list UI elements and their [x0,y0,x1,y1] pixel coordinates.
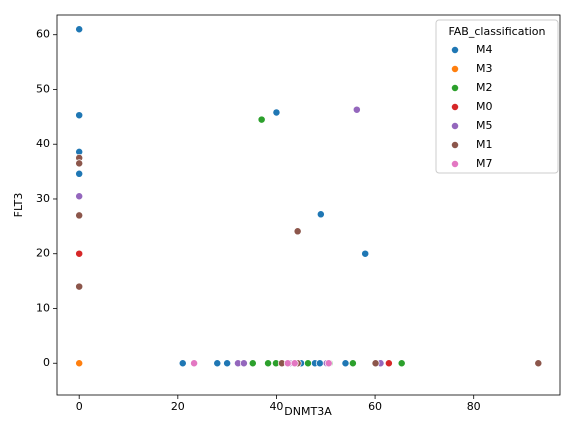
legend-marker [451,103,459,111]
legend-label: M7 [476,157,493,170]
point [397,359,406,368]
point [213,359,222,368]
legend-label: M0 [476,100,493,113]
point [75,249,84,258]
point [315,359,324,368]
y-tick-label: 60 [36,28,50,41]
x-tick-label: 80 [467,400,481,413]
legend-label: M4 [476,43,493,56]
point [534,359,543,368]
point [190,359,199,368]
point [75,282,84,291]
point [75,211,84,220]
x-axis-label: DNMT3A [284,405,332,418]
legend-label: M2 [476,81,493,94]
y-tick-label: 50 [36,82,50,95]
legend-marker [451,84,459,92]
point [316,210,325,219]
point [283,359,292,368]
point [341,359,350,368]
legend-marker [451,160,459,168]
point [384,359,393,368]
point [75,359,84,368]
point [304,359,312,368]
point [248,359,257,368]
point [361,249,370,258]
x-tick-label: 0 [76,400,83,413]
x-tick-label: 20 [171,400,185,413]
y-tick-label: 30 [36,192,50,205]
x-tick-label: 60 [368,400,382,413]
legend-marker [451,46,459,54]
point [272,108,281,117]
point [324,359,333,368]
legend-label: M3 [476,62,493,75]
point [239,359,248,368]
point [348,359,357,368]
point [293,227,302,236]
point [223,359,232,368]
y-axis-label: FLT3 [12,193,25,218]
legend-box [435,19,559,174]
point [257,115,266,124]
point [75,192,84,201]
legend-marker [451,122,459,130]
point [75,25,84,34]
point [178,359,187,368]
legend-label: M5 [476,119,493,132]
legend-marker [451,65,459,73]
point [352,105,361,114]
x-tick-label: 40 [269,400,283,413]
plot-frame [56,14,561,396]
point [371,359,380,368]
y-tick-label: 40 [36,137,50,150]
y-tick-label: 0 [43,356,50,369]
point [75,169,84,178]
point [264,359,273,368]
y-tick-label: 20 [36,247,50,260]
point [75,111,84,120]
legend-title: FAB_classification [448,25,545,38]
point [290,359,299,368]
legend-label: M1 [476,138,493,151]
legend-marker [451,141,459,149]
y-tick-label: 10 [36,301,50,314]
point [75,159,84,168]
